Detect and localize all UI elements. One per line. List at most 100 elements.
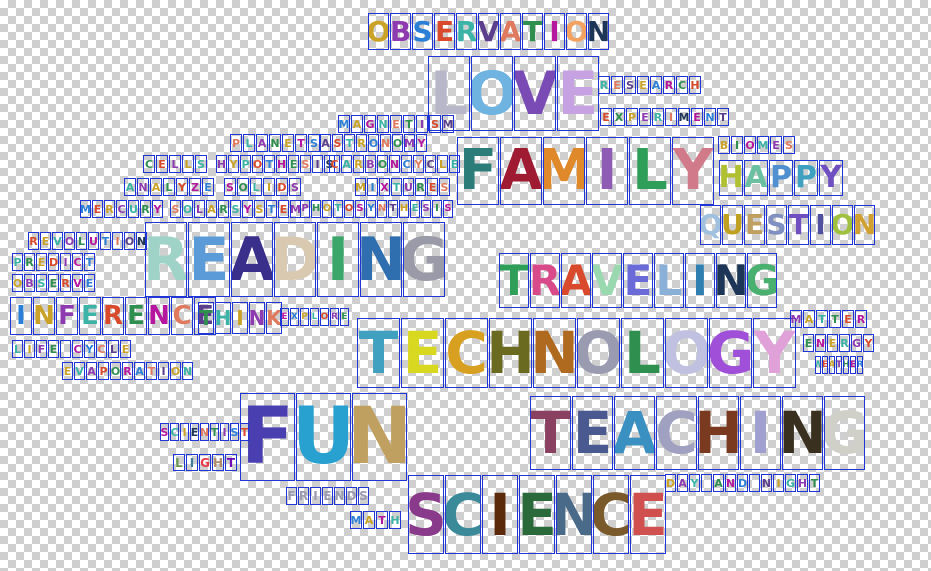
word-letter: T: [530, 396, 571, 470]
word-letter: Y: [228, 155, 239, 173]
word-letter: V: [478, 13, 499, 50]
word-letter: N: [148, 297, 170, 335]
word-letter: P: [240, 155, 251, 173]
word-letter: I: [310, 487, 321, 505]
word-letter: A: [124, 178, 136, 196]
word-letter: I: [24, 340, 35, 358]
word-letter: B: [24, 274, 35, 292]
word-letter: O: [64, 232, 75, 250]
word-letter: H: [399, 200, 409, 218]
word-letter: N: [815, 334, 826, 352]
word-letter: C: [593, 475, 629, 554]
word-letter: T: [809, 474, 820, 492]
word-letter: N: [137, 178, 149, 196]
word-letter: C: [401, 155, 412, 173]
word-letter: N: [725, 474, 736, 492]
word-science: SCIENCE: [408, 475, 667, 554]
word-letter: O: [322, 200, 332, 218]
word-letter: M: [790, 310, 802, 328]
word-letter: E: [842, 310, 854, 328]
word-letter: H: [215, 302, 231, 334]
word-letter: O: [471, 56, 513, 131]
word-letter: R: [330, 308, 339, 326]
word-letter: A: [341, 155, 352, 173]
word-letter: R: [24, 253, 35, 271]
word-letter: B: [365, 155, 376, 173]
word-letter: S: [766, 205, 787, 245]
word-letter: T: [266, 200, 277, 218]
word-letter: P: [98, 362, 109, 380]
word-letter: O: [832, 205, 853, 245]
word-letter: C: [72, 253, 83, 271]
word-letter: E: [280, 308, 289, 326]
word-letter: B: [718, 136, 730, 154]
word-letter: E: [449, 155, 460, 173]
word-letter: [749, 474, 760, 492]
word-letter: M: [757, 136, 769, 154]
word-letter: G: [851, 334, 862, 352]
word-letter: D: [274, 222, 316, 297]
word-letter: A: [500, 137, 542, 205]
word-letter: L: [250, 178, 262, 196]
word-letter: Y: [689, 474, 700, 492]
word-letter: U: [296, 393, 351, 481]
word-letter: R: [598, 76, 610, 94]
word-letter: Z: [189, 178, 201, 196]
word-letter: U: [128, 200, 139, 218]
word-letter: O: [320, 308, 329, 326]
word-letter: L: [428, 56, 470, 131]
word-letter: E: [410, 200, 420, 218]
word-letter: O: [344, 200, 354, 218]
word-letter: S: [230, 200, 241, 218]
word-letter: L: [108, 340, 119, 358]
word-letter: R: [102, 297, 124, 335]
word-letter: U: [722, 205, 743, 245]
word-letter: E: [120, 340, 131, 358]
word-letter: T: [240, 423, 249, 441]
word-letter: I: [180, 423, 189, 441]
word-letter: R: [839, 334, 850, 352]
word-letter: M: [80, 200, 91, 218]
word-letter: N: [334, 487, 345, 505]
word-letter: N: [556, 475, 592, 554]
word-letter: F: [56, 297, 78, 335]
word-letter: V: [52, 232, 63, 250]
word-letter: E: [519, 475, 555, 554]
word-letter: E: [48, 274, 59, 292]
word-letter: N: [704, 108, 716, 126]
word-letter: N: [389, 155, 400, 173]
word-letter: P: [300, 308, 309, 326]
word-letter: V: [74, 362, 85, 380]
word-letter: L: [12, 340, 23, 358]
word-letter: R: [857, 356, 863, 374]
word-letter: S: [408, 475, 444, 554]
word-letter: S: [230, 423, 239, 441]
word-letter: Y: [672, 137, 714, 205]
word-letter: O: [377, 155, 388, 173]
word-letter: I: [810, 205, 831, 245]
word-letter: R: [652, 108, 664, 126]
word-letter: H: [276, 155, 287, 173]
word-letter: I: [112, 232, 123, 250]
word-letter: T: [376, 511, 388, 529]
word-letter: I: [232, 302, 248, 334]
word-letter: H: [843, 356, 849, 374]
word-letter: H: [489, 318, 532, 388]
word-letter: T: [403, 115, 415, 133]
word-letter: T: [344, 134, 355, 152]
word-letter: E: [125, 297, 147, 335]
word-letter: D: [665, 474, 676, 492]
word-letter: E: [288, 155, 299, 173]
word-letter: E: [79, 297, 101, 335]
word-letter: F: [286, 487, 297, 505]
word-letter: R: [298, 487, 309, 505]
word-letter: I: [665, 108, 677, 126]
word-family: FAMILY: [457, 137, 715, 205]
word-letter: S: [439, 178, 450, 196]
word-letter: I: [432, 200, 442, 218]
word-letter: Y: [242, 200, 253, 218]
